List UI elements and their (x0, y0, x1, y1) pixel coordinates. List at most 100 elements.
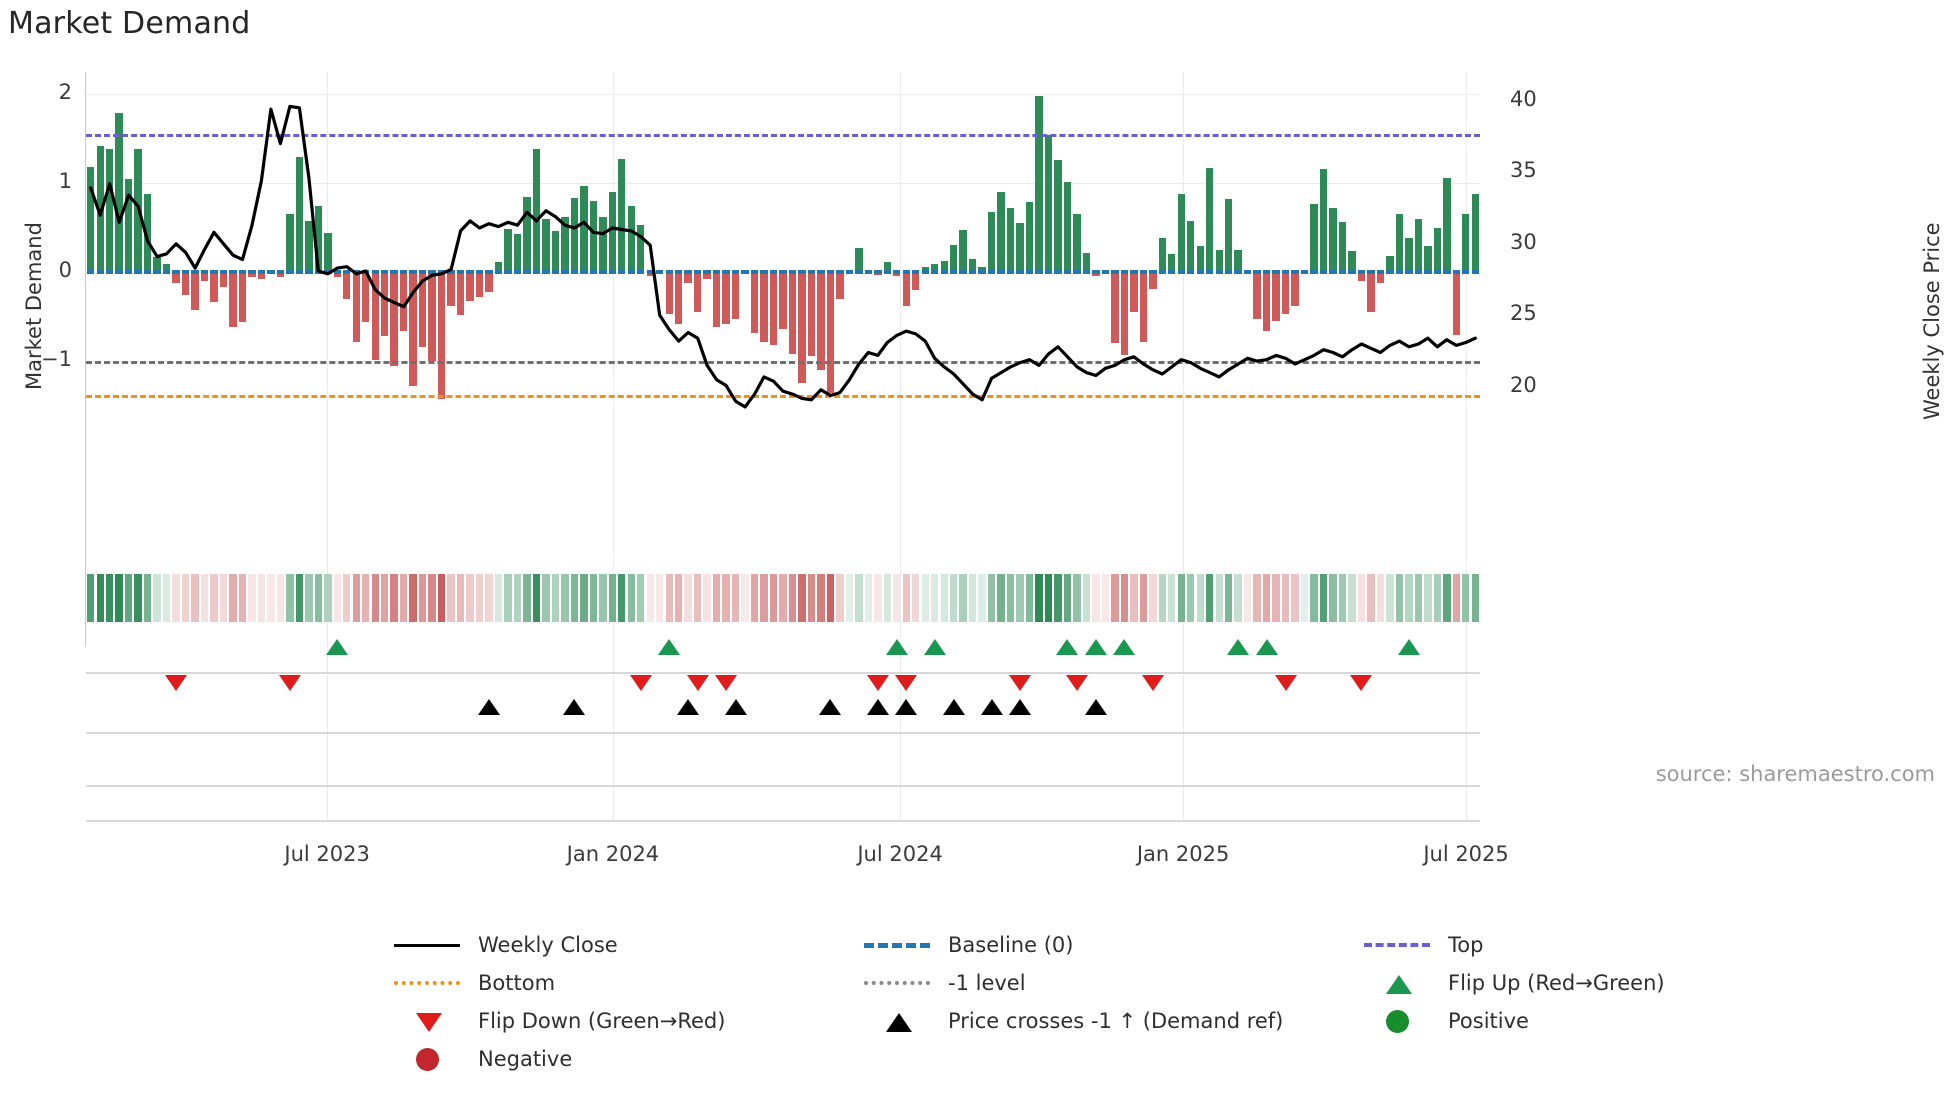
demand-bar (1016, 223, 1024, 273)
flip-up-marker (326, 639, 349, 655)
demand-bar (409, 272, 417, 387)
demand-bar (1357, 272, 1366, 282)
heatmap-cell (788, 574, 797, 622)
heatmap-cell (883, 574, 891, 622)
baseline-segment (1386, 270, 1394, 275)
legend-item[interactable]: Price crosses -1 ↑ (Demand ref) (860, 1008, 1283, 1034)
heatmap-cell (1443, 574, 1451, 622)
legend-item[interactable]: Flip Up (Red→Green) (1360, 970, 1665, 996)
demand-bar (1073, 213, 1081, 273)
baseline-segment (1177, 270, 1185, 275)
heatmap-cell (1462, 574, 1470, 622)
baseline-segment (912, 270, 920, 275)
heatmap-cell (1187, 574, 1195, 622)
heatmap-cell (1262, 574, 1271, 622)
heatmap-cell (181, 574, 190, 622)
x-tick: Jul 2023 (284, 842, 370, 866)
heatmap-cell (1063, 574, 1072, 622)
heatmap-cell (855, 574, 863, 622)
legend-item[interactable]: Positive (1360, 1008, 1529, 1034)
price-cross-marker (895, 699, 918, 715)
demand-bar (779, 272, 787, 330)
legend-item[interactable]: Negative (390, 1046, 572, 1072)
heatmap-cell (931, 574, 939, 622)
baseline-segment (1329, 270, 1337, 275)
baseline-segment (826, 270, 835, 275)
legend-item[interactable]: Baseline (0) (860, 932, 1073, 958)
heatmap-cell (1272, 574, 1280, 622)
legend-glyph (1360, 932, 1434, 958)
demand-bar (1139, 272, 1148, 342)
heatmap-cell (893, 574, 901, 622)
baseline-segment (1225, 270, 1233, 275)
gridline-vertical (327, 72, 328, 820)
legend-item[interactable]: Flip Down (Green→Red) (390, 1008, 725, 1034)
heatmap-cell (1177, 574, 1185, 622)
baseline-segment (542, 270, 550, 275)
baseline-segment (1111, 270, 1119, 275)
y-tick-left: 0 (58, 258, 72, 283)
circle-icon (1386, 1010, 1409, 1033)
baseline-segment (684, 270, 692, 275)
demand-bar (513, 234, 522, 273)
baseline-segment (1196, 270, 1204, 275)
baseline-segment (656, 270, 664, 275)
baseline-segment (987, 270, 996, 275)
baseline-segment (191, 270, 199, 275)
baseline-segment (693, 270, 702, 275)
legend-item[interactable]: -1 level (860, 970, 1026, 996)
heatmap-cell (1348, 574, 1356, 622)
baseline-segment (931, 270, 939, 275)
baseline-segment (1414, 270, 1423, 275)
flip-up-marker (1056, 639, 1079, 655)
price-cross-marker (942, 699, 965, 715)
demand-bar (855, 248, 863, 273)
legend-item[interactable]: Bottom (390, 970, 555, 996)
price-cross-marker (980, 699, 1003, 715)
heatmap-cell (314, 574, 323, 622)
legend-item[interactable]: Weekly Close (390, 932, 618, 958)
baseline-segment (902, 270, 910, 275)
heatmap-cell (1196, 574, 1204, 622)
heatmap-cell (229, 574, 237, 622)
heatmap-cell (968, 574, 977, 622)
demand-bar (381, 272, 389, 337)
heatmap-cell (162, 574, 171, 622)
demand-bar (760, 272, 768, 342)
price-cross-marker (563, 699, 586, 715)
demand-bar (1253, 272, 1261, 319)
demand-heatmap-strip (86, 574, 1480, 622)
heatmap-cell (238, 574, 247, 622)
heatmap-cell (523, 574, 531, 622)
heatmap-cell (826, 574, 835, 622)
demand-bar (722, 272, 730, 324)
heatmap-cell (1073, 574, 1081, 622)
baseline-segment (532, 270, 541, 275)
demand-bar (997, 192, 1005, 273)
price-cross-marker (819, 699, 842, 715)
baseline-segment (276, 270, 285, 275)
y-tick-right: 40 (1510, 86, 1537, 111)
gridline-vertical (613, 72, 614, 820)
heatmap-cell (286, 574, 294, 622)
baseline-segment (456, 270, 465, 275)
source-attribution: source: sharemaestro.com (1655, 762, 1935, 786)
demand-bar (1338, 222, 1347, 273)
heatmap-cell (295, 574, 304, 622)
baseline-segment (229, 270, 237, 275)
baseline-segment (561, 270, 569, 275)
baseline-segment (333, 270, 341, 275)
heatmap-cell (1329, 574, 1337, 622)
legend-item[interactable]: Top (1360, 932, 1483, 958)
heatmap-cell (219, 574, 228, 622)
baseline-segment (959, 270, 967, 275)
demand-bar (1130, 272, 1138, 313)
marker-lane-divider (86, 785, 1480, 787)
heatmap-cell (143, 574, 152, 622)
flip-down-marker (629, 675, 652, 691)
heatmap-cell (210, 574, 218, 622)
heatmap-cell (1215, 574, 1223, 622)
baseline-segment (1044, 270, 1053, 275)
demand-bar (570, 198, 579, 273)
heatmap-cell (1367, 574, 1375, 622)
